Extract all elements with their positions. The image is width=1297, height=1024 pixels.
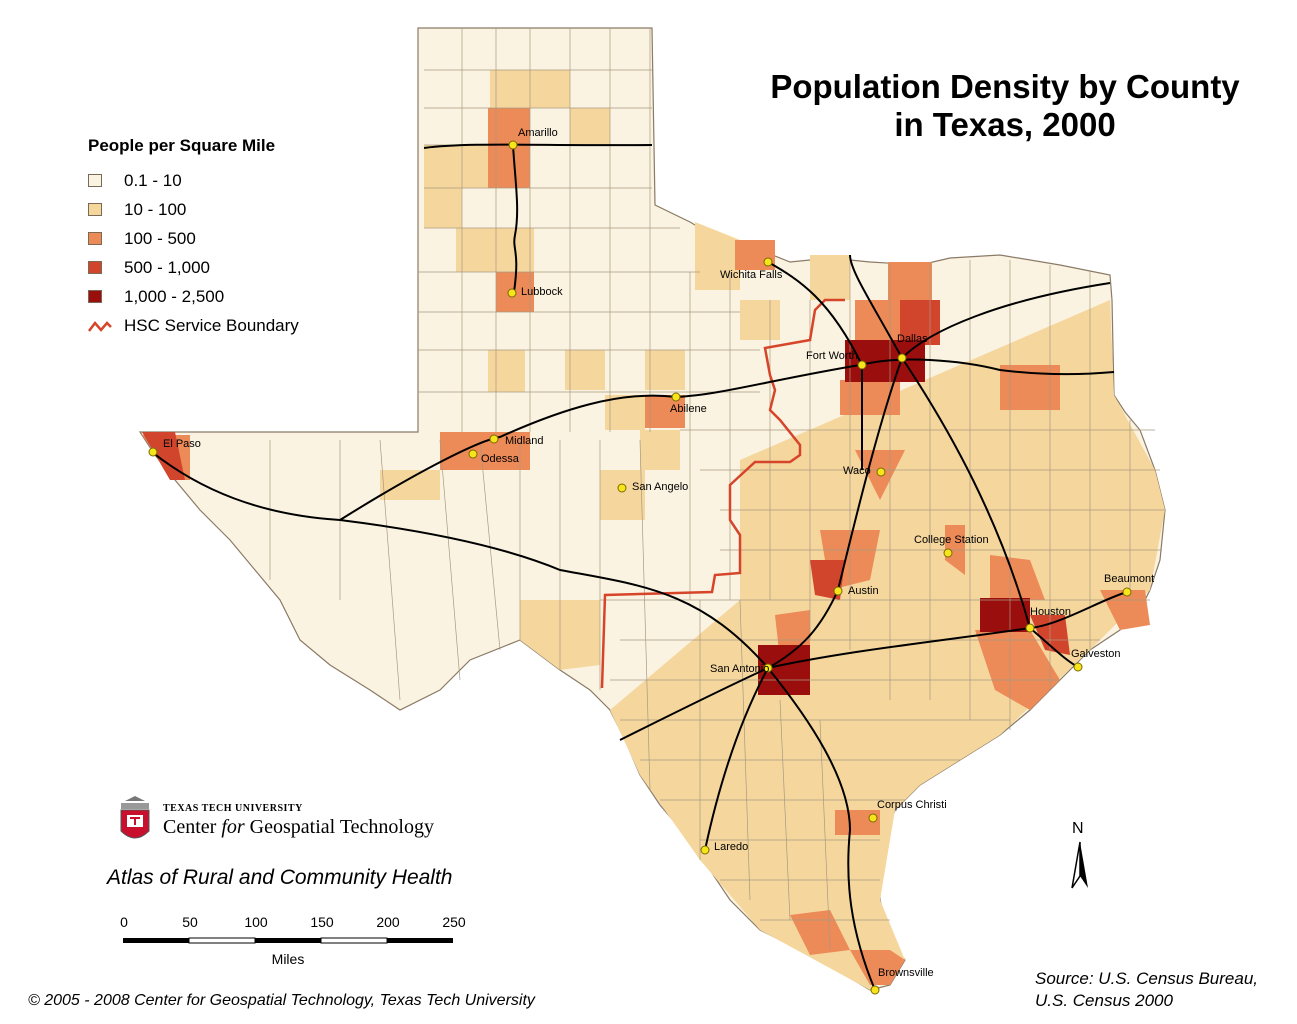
- legend-row: HSC Service Boundary: [88, 311, 299, 340]
- legend-title: People per Square Mile: [88, 136, 276, 155]
- legend-label: 0.1 - 10: [124, 170, 182, 190]
- city-label-houston: Houston: [1030, 606, 1071, 618]
- atlas-title: Atlas of Rural and Community Health: [107, 866, 453, 889]
- source-line1: Source: U.S. Census Bureau,: [1035, 969, 1259, 988]
- legend-swatch: [88, 290, 102, 303]
- logo-university: TEXAS TECH UNIVERSITY: [163, 803, 303, 814]
- source-line2: U.S. Census 2000: [1035, 991, 1173, 1010]
- scale-tick-label: 250: [442, 914, 466, 930]
- source-note: Source: U.S. Census Bureau, U.S. Census …: [1035, 968, 1258, 1012]
- city-markers: [148, 140, 1132, 995]
- city-label-midland: Midland: [505, 435, 544, 447]
- city-label-san-angelo: San Angelo: [632, 481, 688, 493]
- city-labels: Amarillo Lubbock Wichita Falls Fort Wort…: [163, 127, 1154, 979]
- city-label-beaumont: Beaumont: [1104, 573, 1154, 585]
- legend-row: 100 - 500: [88, 224, 299, 253]
- city-label-el-paso: El Paso: [163, 438, 201, 450]
- scale-bar: 0 50 100 150 200 250 Miles: [110, 910, 480, 970]
- map-title: Population Density by County in Texas, 2…: [740, 68, 1270, 144]
- city-label-laredo: Laredo: [714, 841, 748, 853]
- scale-tick-label: 0: [120, 914, 128, 930]
- ttu-seal-icon: [120, 796, 150, 839]
- ttu-logo: TEXAS TECH UNIVERSITY Center for Geospat…: [117, 795, 434, 847]
- density-10-100: [380, 70, 1165, 990]
- map-title-line1: Population Density by County: [770, 68, 1240, 105]
- legend: People per Square Mile 0.1 - 10 10 - 100…: [88, 136, 299, 340]
- logo-center-name: Center for Geospatial Technology: [163, 816, 434, 838]
- highways: [151, 143, 1128, 991]
- legend-swatch: [88, 174, 102, 187]
- legend-label: 1,000 - 2,500: [124, 286, 225, 306]
- legend-label: 100 - 500: [124, 228, 196, 248]
- legend-label: 500 - 1,000: [124, 257, 211, 277]
- legend-swatch: [88, 203, 102, 216]
- legend-row: 0.1 - 10: [88, 166, 299, 195]
- city-label-fort-worth: Fort Worth: [806, 350, 858, 362]
- north-label: N: [1072, 820, 1084, 837]
- scale-tick-label: 100: [244, 914, 268, 930]
- legend-swatch: [88, 261, 102, 274]
- scale-tick-label: 200: [376, 914, 400, 930]
- legend-label: 10 - 100: [124, 199, 187, 219]
- scale-tick-label: 50: [182, 914, 198, 930]
- city-label-dallas: Dallas: [897, 333, 928, 345]
- density-1000-2500: [758, 340, 1030, 695]
- city-label-waco: Waco: [843, 465, 871, 477]
- scale-unit: Miles: [271, 951, 305, 967]
- city-label-corpus-christi: Corpus Christi: [877, 799, 947, 811]
- city-label-college-station: College Station: [914, 534, 989, 546]
- city-label-lubbock: Lubbock: [521, 286, 563, 298]
- scale-tick-label: 150: [310, 914, 334, 930]
- city-label-odessa: Odessa: [481, 453, 520, 465]
- hsc-service-boundary: [600, 298, 845, 689]
- north-arrow-icon: [1071, 841, 1088, 889]
- city-label-brownsville: Brownsville: [878, 967, 934, 979]
- map-title-line2: in Texas, 2000: [894, 106, 1116, 143]
- legend-row: 1,000 - 2,500: [88, 282, 299, 311]
- city-label-wichita-falls: Wichita Falls: [720, 269, 783, 281]
- city-label-austin: Austin: [848, 585, 879, 597]
- city-label-galveston: Galveston: [1071, 648, 1121, 660]
- legend-boundary-label: HSC Service Boundary: [124, 315, 299, 335]
- city-label-amarillo: Amarillo: [518, 127, 558, 139]
- city-label-san-antonio: San Antonio: [710, 663, 769, 675]
- city-label-abilene: Abilene: [670, 403, 707, 415]
- legend-row: 10 - 100: [88, 195, 299, 224]
- legend-swatch: [88, 232, 102, 245]
- boundary-line-icon: [88, 320, 112, 332]
- legend-row: 500 - 1,000: [88, 253, 299, 282]
- copyright: © 2005 - 2008 Center for Geospatial Tech…: [28, 992, 535, 1009]
- scale-bar-graphic: [123, 937, 453, 944]
